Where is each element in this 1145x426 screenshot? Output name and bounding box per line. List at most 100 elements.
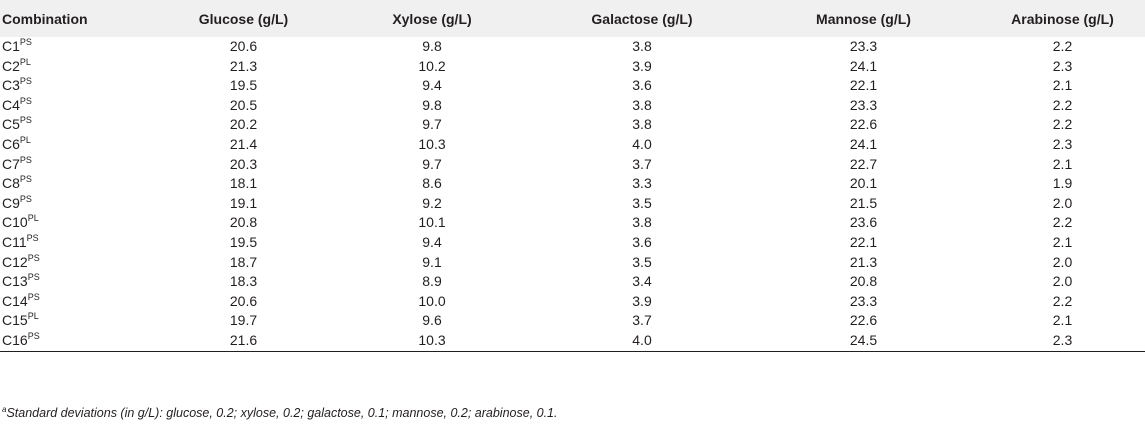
combination-superscript: PS — [27, 330, 40, 341]
combination-superscript: PS — [19, 154, 32, 165]
galactose-cell: 3.8 — [632, 116, 652, 133]
combination-label: C8 — [2, 175, 20, 192]
combination-label: C14 — [2, 292, 28, 309]
arabinose-cell: 2.1 — [1052, 233, 1073, 250]
galactose-cell: 3.9 — [632, 57, 652, 74]
glucose-cell: 20.6 — [229, 38, 258, 54]
header-combination: Combination — [2, 10, 88, 27]
table-row: C9PS 19.1 9.2 3.5 21.5 2.0 — [0, 194, 1145, 214]
arabinose-cell: 2.2 — [1052, 38, 1073, 54]
combination-label: C5 — [2, 116, 20, 133]
galactose-cell: 3.5 — [632, 253, 652, 270]
galactose-cell: 4.0 — [632, 135, 652, 152]
glucose-cell: 19.5 — [229, 233, 258, 250]
combination-label: C12 — [2, 253, 28, 270]
galactose-cell: 3.5 — [632, 194, 652, 211]
combination-label: C15 — [2, 312, 28, 329]
header-galactose: Galactose (g/L) — [591, 10, 693, 27]
combination-superscript: PL — [19, 134, 31, 145]
glucose-cell: 18.3 — [229, 273, 258, 290]
xylose-cell: 9.2 — [422, 194, 442, 211]
table-row: C12PS 18.7 9.1 3.5 21.3 2.0 — [0, 253, 1145, 273]
combination-label: C1 — [2, 38, 20, 54]
xylose-cell: 10.3 — [327, 330, 537, 352]
glucose-cell: 21.3 — [229, 57, 258, 74]
combination-cell: C2PL — [0, 57, 160, 77]
arabinose-cell: 2.1 — [1052, 155, 1073, 172]
glucose-cell: 20.6 — [229, 292, 258, 309]
sugar-concentration-table: Combination Glucose (g/L) Xylose (g/L) G… — [0, 0, 1145, 352]
combination-superscript: PS — [19, 193, 32, 204]
arabinose-cell: 2.2 — [1052, 214, 1073, 231]
mannose-cell: 24.1 — [849, 135, 878, 152]
combination-cell: C16PS — [0, 330, 160, 352]
xylose-cell: 9.8 — [422, 38, 442, 54]
mannose-cell: 22.7 — [849, 155, 878, 172]
mannose-cell: 23.3 — [849, 292, 878, 309]
combination-label: C7 — [2, 155, 20, 172]
xylose-cell: 10.0 — [418, 292, 446, 309]
xylose-cell: 9.1 — [422, 253, 442, 270]
table-row: C3PS 19.5 9.4 3.6 22.1 2.1 — [0, 76, 1145, 96]
mannose-cell: 22.1 — [849, 77, 878, 94]
combination-superscript: PL — [19, 56, 31, 67]
mannose-cell: 22.6 — [849, 312, 878, 329]
combination-cell: C13PS — [0, 272, 160, 292]
galactose-cell: 3.6 — [632, 233, 652, 250]
table-row: C14PS 20.6 10.0 3.9 23.3 2.2 — [0, 292, 1145, 312]
combination-label: C13 — [2, 273, 28, 290]
arabinose-cell: 2.1 — [1052, 312, 1073, 329]
table-row: C10PL 20.8 10.1 3.8 23.6 2.2 — [0, 213, 1145, 233]
mannose-cell: 23.3 — [849, 96, 878, 113]
combination-superscript: PL — [27, 213, 39, 224]
table-row: C5PS 20.2 9.7 3.8 22.6 2.2 — [0, 115, 1145, 135]
arabinose-cell: 1.9 — [1052, 175, 1073, 192]
galactose-cell: 3.4 — [632, 273, 652, 290]
xylose-cell: 9.8 — [422, 96, 442, 113]
mannose-cell: 20.1 — [849, 175, 878, 192]
mannose-cell: 21.5 — [849, 194, 878, 211]
galactose-cell: 3.8 — [632, 214, 652, 231]
mannose-cell: 21.3 — [849, 253, 878, 270]
glucose-cell: 19.5 — [229, 77, 258, 94]
arabinose-cell: 2.3 — [1052, 135, 1073, 152]
mannose-cell: 22.1 — [849, 233, 878, 250]
galactose-cell: 3.9 — [632, 292, 652, 309]
arabinose-cell: 2.3 — [980, 330, 1145, 352]
glucose-cell: 18.7 — [229, 253, 258, 270]
combination-cell: C11PS — [0, 233, 160, 253]
table-row: C6PL 21.4 10.3 4.0 24.1 2.3 — [0, 135, 1145, 155]
arabinose-cell: 2.2 — [1052, 96, 1073, 113]
glucose-cell: 20.5 — [229, 96, 258, 113]
arabinose-cell: 2.2 — [1052, 292, 1073, 309]
xylose-cell: 9.4 — [422, 77, 442, 94]
arabinose-cell: 2.2 — [1052, 116, 1073, 133]
combination-cell: C9PS — [0, 194, 160, 214]
table-row: C7PS 20.3 9.7 3.7 22.7 2.1 — [0, 155, 1145, 175]
combination-superscript: PS — [19, 115, 32, 126]
combination-superscript: PS — [27, 252, 40, 263]
glucose-cell: 19.1 — [229, 194, 258, 211]
mannose-cell: 20.8 — [849, 273, 878, 290]
combination-superscript: PS — [26, 232, 39, 243]
glucose-cell: 20.2 — [229, 116, 258, 133]
xylose-cell: 8.6 — [422, 175, 442, 192]
combination-superscript: PS — [19, 174, 32, 185]
table-row: C4PS 20.5 9.8 3.8 23.3 2.2 — [0, 96, 1145, 116]
xylose-cell: 10.3 — [418, 135, 446, 152]
footnote-marker: a — [2, 405, 7, 414]
combination-cell: C1PS — [0, 37, 160, 57]
table-footnote: aStandard deviations (in g/L): glucose, … — [2, 405, 558, 421]
combination-superscript: PS — [19, 37, 32, 47]
galactose-cell: 3.8 — [632, 38, 652, 54]
combination-label: C6 — [2, 135, 20, 152]
table-row: C11PS 19.5 9.4 3.6 22.1 2.1 — [0, 233, 1145, 253]
combination-label: C3 — [2, 77, 20, 94]
combination-label: C16 — [2, 331, 28, 348]
galactose-cell: 3.7 — [632, 155, 652, 172]
combination-superscript: PS — [27, 291, 40, 302]
xylose-cell: 8.9 — [422, 273, 442, 290]
header-xylose: Xylose (g/L) — [392, 10, 472, 27]
combination-cell: C8PS — [0, 174, 160, 194]
